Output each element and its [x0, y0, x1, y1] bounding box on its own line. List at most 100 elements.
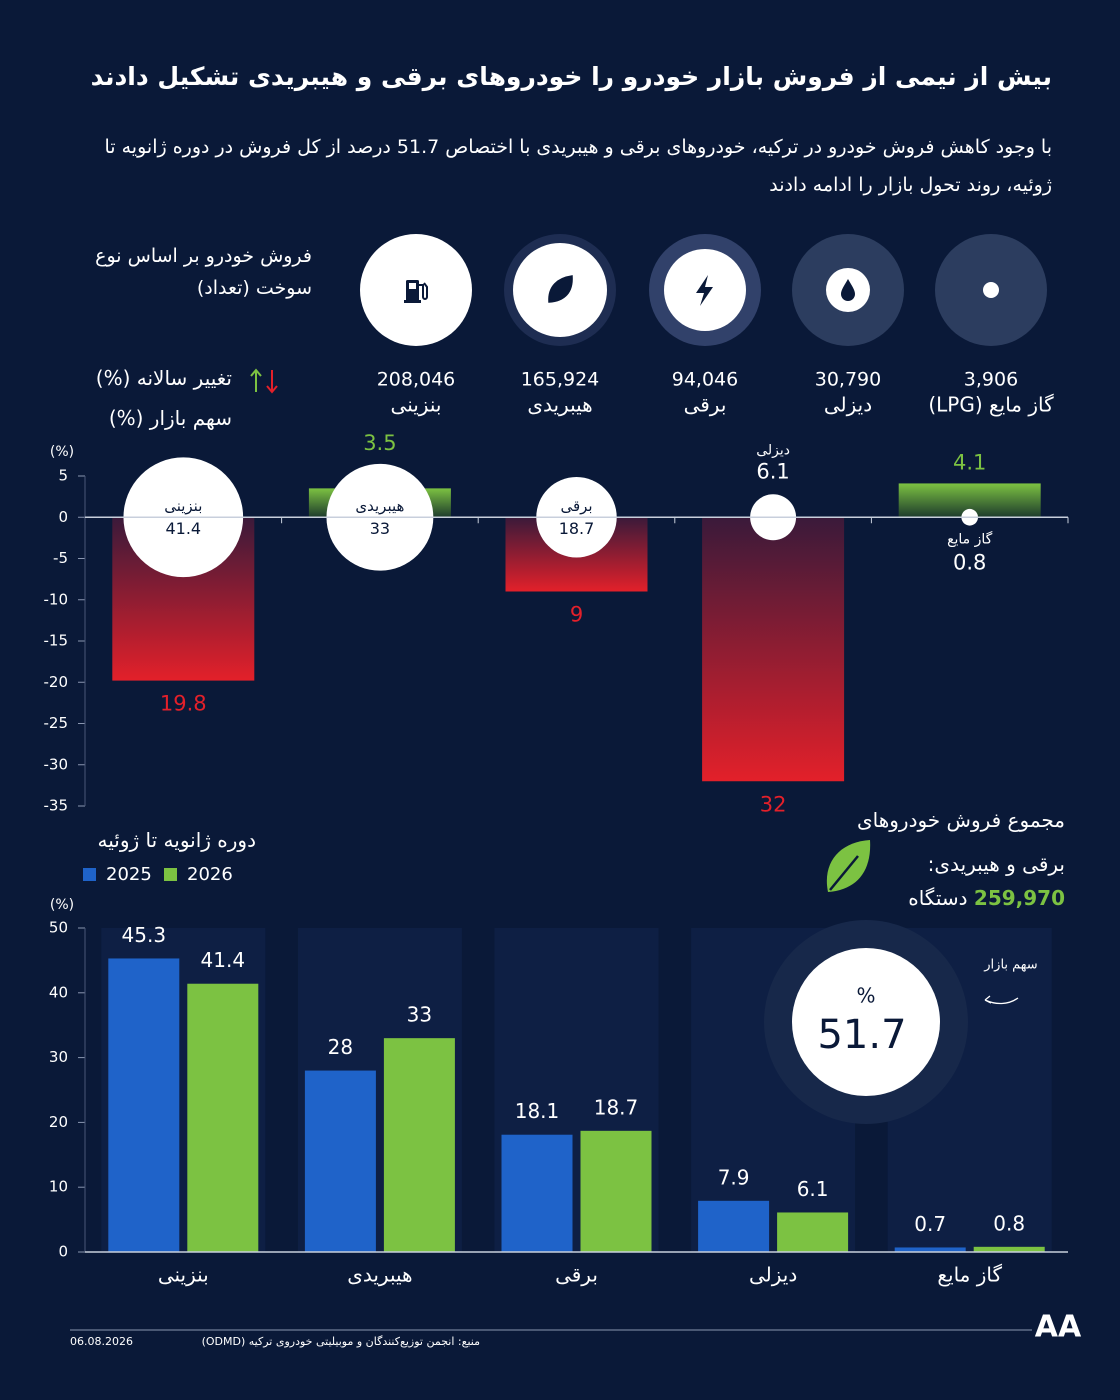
sales-count: 30,790 [815, 369, 881, 391]
y-tick-label: -5 [53, 549, 68, 567]
bar [894, 1247, 966, 1252]
x-tick-label: گاز مایع [937, 1263, 1002, 1287]
value-label: 33 [407, 1003, 432, 1027]
value-label: 9 [570, 603, 583, 627]
value-label: 3.5 [363, 431, 396, 455]
bar [777, 1212, 849, 1252]
value-label: 41.4 [201, 948, 246, 972]
x-tick-label: هیبریدی [347, 1263, 412, 1287]
share-circle [792, 948, 940, 1096]
subtitle: با وجود کاهش فروش خودرو در ترکیه، خودروه… [104, 136, 1053, 196]
bubble-name: گاز مایع [947, 531, 993, 548]
y-axis-label: (%) [50, 444, 74, 460]
down-arrow [266, 370, 278, 394]
legend-swatch [164, 868, 177, 881]
value-label: 7.9 [718, 1165, 750, 1189]
share-label: سهم بازار [983, 958, 1037, 973]
share-value: 51.7 [817, 1012, 906, 1058]
sales-name: بنزینی [391, 393, 442, 417]
value-label: 19.8 [160, 692, 207, 716]
bar [702, 517, 845, 782]
legend-label: تغییر سالانه (%) [95, 366, 232, 390]
y-tick-label: 20 [49, 1113, 68, 1131]
bubble-name: هیبریدی [355, 497, 404, 515]
leaf-vein [829, 855, 859, 891]
sales-count: 94,046 [672, 369, 738, 391]
sales-count: 3,906 [964, 369, 1018, 391]
up-arrow [250, 368, 262, 392]
bar [187, 983, 259, 1252]
y-tick-label: 5 [58, 467, 68, 485]
sales-name: هیبریدی [527, 393, 592, 417]
bar [383, 1038, 455, 1252]
bolt-icon [696, 275, 713, 306]
leaf-icon [548, 275, 573, 303]
bar [698, 1200, 770, 1252]
y-tick-label: 50 [49, 919, 68, 937]
bubble-value: 0.8 [953, 551, 986, 575]
bubble-value: 33 [370, 519, 390, 538]
x-tick-label: بنزینی [158, 1263, 209, 1287]
value-label: 4.1 [953, 450, 986, 474]
y-tick-label: -15 [44, 632, 69, 650]
sales-count: 208,046 [377, 369, 456, 391]
bar [108, 958, 180, 1252]
chart-title: دوره ژانویه تا ژوئیه [97, 828, 256, 852]
share-arrow [984, 995, 1019, 1005]
y-axis-label: (%) [50, 897, 74, 913]
title: بیش از نیمی از فروش بازار خودرو را خودرو… [90, 62, 1052, 91]
value-label: 32 [760, 792, 787, 816]
bubble-name: برقی [560, 497, 592, 515]
sales-title: فروش خودرو بر اساس نوع سوخت (تعداد) [95, 245, 312, 299]
y-tick-label: -30 [44, 755, 69, 773]
value-label: 18.1 [515, 1099, 560, 1123]
value-label: 28 [328, 1035, 353, 1059]
y-tick-label: 30 [49, 1048, 68, 1066]
y-tick-label: 0 [58, 508, 68, 526]
sales-name: برقی [684, 393, 727, 417]
legend-label: 2026 [187, 864, 233, 885]
total-line: 259,970 دستگاه [908, 886, 1065, 910]
fuel-icons [360, 234, 1047, 346]
bubble-value: 6.1 [756, 459, 789, 483]
y-tick-label: 0 [58, 1243, 68, 1261]
legend-label: سهم بازار (%) [108, 406, 232, 430]
fuel-pump-icon [404, 280, 428, 303]
sales-count: 165,924 [521, 369, 600, 391]
bar [501, 1134, 573, 1252]
legend-label: 2025 [106, 864, 152, 885]
y-tick-label: -10 [44, 590, 69, 608]
logo: AA [1035, 1310, 1082, 1345]
value-label: 0.8 [993, 1211, 1025, 1235]
bubble-value: 18.7 [559, 519, 595, 538]
value-label: 0.7 [914, 1212, 946, 1236]
share-symbol: % [856, 984, 875, 1008]
y-tick-label: 40 [49, 983, 68, 1001]
bar [973, 1246, 1045, 1252]
y-tick-label: -20 [44, 673, 69, 691]
legend-swatch [83, 868, 96, 881]
bubble-name: دیزلی [756, 442, 790, 458]
value-label: 45.3 [122, 923, 167, 947]
bubble-value: 41.4 [165, 519, 201, 538]
bar [304, 1070, 376, 1252]
total-unit: دستگاه [908, 886, 968, 910]
date: 06.08.2026 [70, 1335, 133, 1348]
value-label: 18.7 [594, 1095, 639, 1119]
gas-icon [983, 282, 999, 298]
sales-name: دیزلی [824, 393, 872, 417]
value-label: 6.1 [797, 1177, 829, 1201]
x-tick-label: برقی [555, 1263, 598, 1287]
total-label: مجموع فروش خودروهای برقی و هیبریدی: [856, 808, 1065, 876]
source: منبع: انجمن توزیع‌کنندگان و موبیلیتی خود… [201, 1335, 480, 1348]
x-tick-label: دیزلی [749, 1263, 797, 1287]
total-value: 259,970 [973, 886, 1065, 910]
bubble-name: بنزینی [164, 497, 202, 515]
y-tick-label: 10 [49, 1178, 68, 1196]
drop-icon [841, 279, 855, 301]
y-tick-label: -35 [44, 797, 69, 815]
bar [580, 1130, 652, 1252]
y-tick-label: -25 [44, 714, 69, 732]
